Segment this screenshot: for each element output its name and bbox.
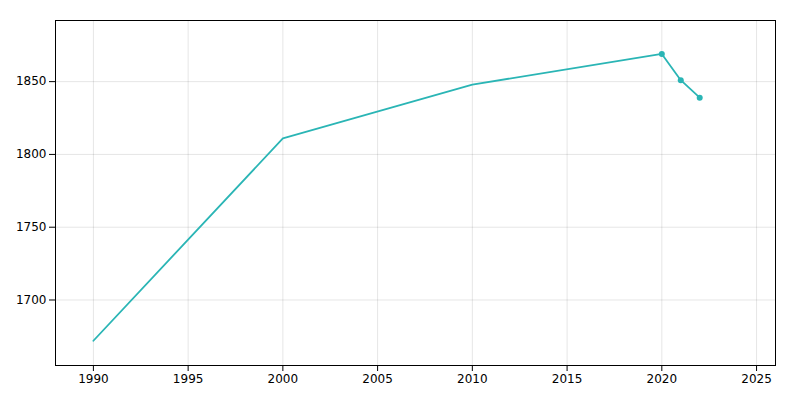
svg-text:1995: 1995 (173, 372, 204, 386)
svg-text:2025: 2025 (741, 372, 772, 386)
svg-text:1990: 1990 (78, 372, 109, 386)
svg-text:2015: 2015 (552, 372, 583, 386)
svg-text:1700: 1700 (16, 293, 47, 307)
svg-text:2000: 2000 (268, 372, 299, 386)
svg-text:1850: 1850 (16, 74, 47, 88)
svg-text:2005: 2005 (362, 372, 393, 386)
svg-text:2010: 2010 (457, 372, 488, 386)
svg-text:1800: 1800 (16, 147, 47, 161)
svg-text:1750: 1750 (16, 220, 47, 234)
svg-text:2020: 2020 (647, 372, 678, 386)
